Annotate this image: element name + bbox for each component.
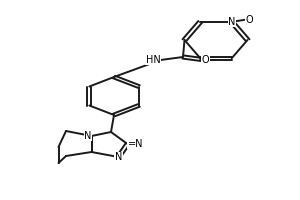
Text: N: N [228,17,236,27]
Text: N: N [115,152,122,162]
Text: O: O [202,55,209,65]
Text: =N: =N [128,139,143,149]
Text: O: O [246,15,253,25]
Text: N: N [84,131,92,141]
Text: HN: HN [146,55,160,65]
